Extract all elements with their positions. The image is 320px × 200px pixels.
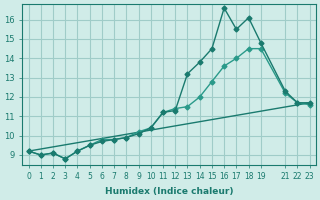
X-axis label: Humidex (Indice chaleur): Humidex (Indice chaleur) [105,187,233,196]
